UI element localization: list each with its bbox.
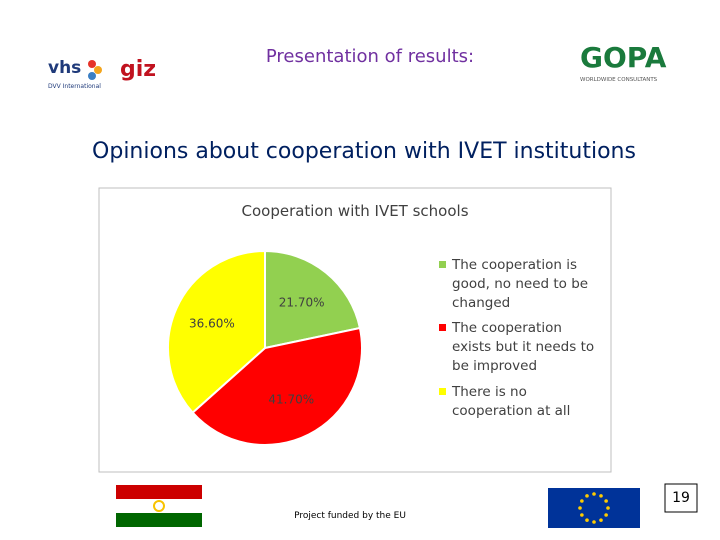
star xyxy=(592,492,596,496)
star xyxy=(592,520,596,524)
star xyxy=(585,494,589,498)
legend-label: The cooperation is good, no need to be c… xyxy=(452,257,589,311)
legend-entry: The cooperation is good, no need to be c… xyxy=(439,256,602,313)
star xyxy=(585,518,589,522)
star xyxy=(604,513,608,517)
legend-entry: The cooperation exists but it needs to b… xyxy=(439,319,602,376)
legend-swatch xyxy=(439,388,446,395)
flag-crown xyxy=(153,500,165,512)
heading: Opinions about cooperation with IVET ins… xyxy=(92,139,636,164)
legend-label: There is no cooperation at all xyxy=(452,384,571,419)
star xyxy=(578,506,582,510)
star xyxy=(580,513,584,517)
pie-slice xyxy=(191,326,363,446)
page-number-box xyxy=(664,483,698,513)
data-label: 36.60% xyxy=(189,317,235,331)
star xyxy=(604,499,608,503)
pie-slice xyxy=(167,249,266,415)
logo-text: DVV International xyxy=(48,83,101,90)
page-number: 19 xyxy=(672,490,690,506)
pie-slice xyxy=(264,249,362,350)
logo-text: GOPA xyxy=(580,41,667,74)
star xyxy=(599,518,603,522)
logo-dot xyxy=(88,60,96,68)
legend-swatch xyxy=(439,261,446,268)
header: Presentation of results: xyxy=(266,46,474,67)
star xyxy=(599,494,603,498)
logo-dot xyxy=(94,66,102,74)
star xyxy=(580,499,584,503)
legend-swatch xyxy=(439,324,446,331)
legend-entry: There is no cooperation at all xyxy=(439,383,602,421)
pie: 21.70% 41.70% 36.60% xyxy=(167,249,363,446)
footer: Project funded by the EU xyxy=(294,511,406,521)
logo-dot xyxy=(88,72,96,80)
legend-label: The cooperation exists but it needs to b… xyxy=(452,320,595,374)
eu-stars xyxy=(578,492,610,524)
flag-stripe xyxy=(116,499,202,513)
flag-stripe xyxy=(116,485,202,499)
chart-title: Cooperation with IVET schools xyxy=(241,202,468,220)
logo-text: giz xyxy=(120,57,156,82)
data-label: 41.70% xyxy=(268,392,314,406)
logo-text: vhs xyxy=(48,58,81,78)
flag-stripe xyxy=(116,513,202,527)
logo-text: WORLDWIDE CONSULTANTS xyxy=(580,77,658,83)
data-label: 21.70% xyxy=(279,295,325,309)
star xyxy=(606,506,610,510)
